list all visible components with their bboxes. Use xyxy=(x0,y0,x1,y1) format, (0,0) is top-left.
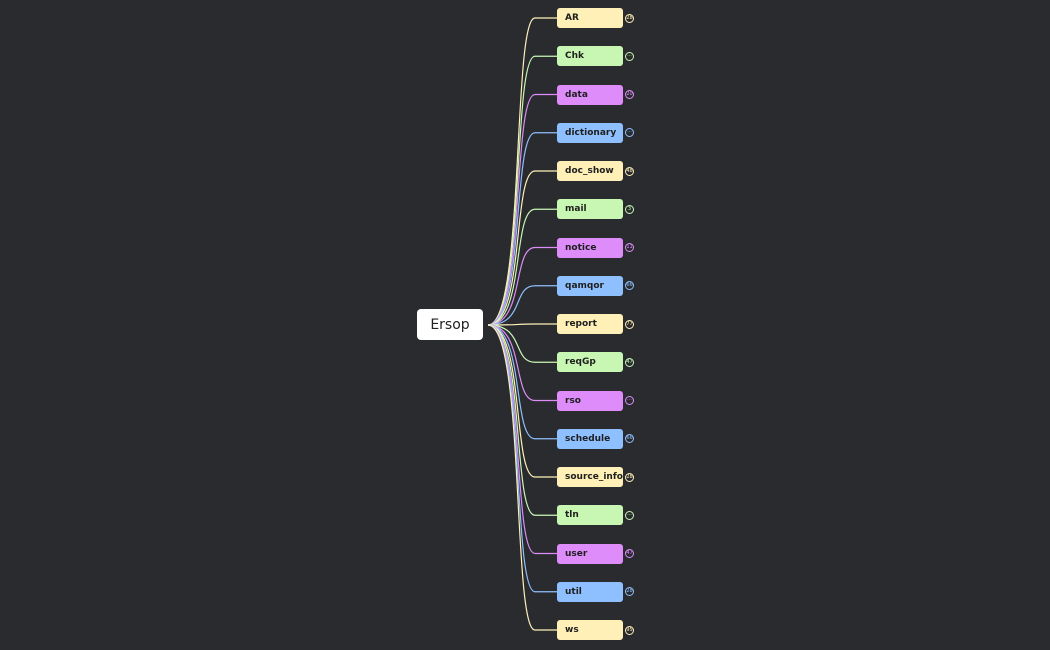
node-label: mail xyxy=(565,204,587,215)
node-label: schedule xyxy=(565,433,611,444)
link-ws xyxy=(487,324,557,631)
node-rso[interactable]: rso xyxy=(557,390,623,411)
node-Chk[interactable]: Chk xyxy=(557,46,623,67)
node-label: ws xyxy=(565,625,579,635)
node-doc_show[interactable]: doc_show xyxy=(557,161,623,181)
link-dictionary xyxy=(487,132,557,326)
child-count-badge[interactable]: 47 xyxy=(625,549,634,558)
child-count-badge[interactable]: 11 xyxy=(625,243,634,252)
link-schedule xyxy=(487,324,557,440)
child-count-badge[interactable]: ··· xyxy=(625,396,634,405)
link-mail xyxy=(487,208,557,326)
link-util xyxy=(487,324,557,593)
link-reqGp xyxy=(487,324,557,363)
child-count-badge[interactable]: 28 xyxy=(625,472,634,482)
node-label: reqGp xyxy=(565,357,596,368)
node-label: notice xyxy=(565,242,597,253)
node-mail[interactable]: mail xyxy=(557,199,623,220)
node-label: qamqor xyxy=(565,280,604,291)
child-count-badge[interactable]: 48 xyxy=(625,166,634,176)
child-count-badge[interactable]: 77 xyxy=(625,319,634,329)
node-util[interactable]: util xyxy=(557,581,623,602)
child-count-badge[interactable]: 28 xyxy=(625,587,634,597)
node-label: doc_show xyxy=(565,166,614,176)
link-report xyxy=(487,323,557,326)
node-schedule[interactable]: schedule xyxy=(557,428,623,449)
root-node[interactable]: Ersop xyxy=(417,309,483,340)
node-qamqor[interactable]: qamqor xyxy=(557,275,623,296)
node-label: data xyxy=(565,89,588,100)
node-label: rso xyxy=(565,395,581,406)
node-label: Chk xyxy=(565,51,584,62)
child-count-badge[interactable]: 95 xyxy=(625,625,634,635)
node-label: source_info xyxy=(565,472,623,482)
root-label: Ersop xyxy=(430,316,470,333)
node-label: tln xyxy=(565,510,579,521)
node-user[interactable]: user xyxy=(557,543,623,564)
node-label: dictionary xyxy=(565,127,617,138)
link-data xyxy=(487,93,557,326)
link-AR xyxy=(487,17,557,326)
child-count-badge[interactable]: ··· xyxy=(625,128,634,138)
child-count-badge[interactable]: 66 xyxy=(625,434,634,444)
link-user xyxy=(487,324,557,555)
link-Chk xyxy=(487,55,557,326)
node-notice[interactable]: notice xyxy=(557,237,623,258)
node-dictionary[interactable]: dictionary xyxy=(557,122,623,143)
link-rso xyxy=(487,324,557,402)
child-count-badge[interactable]: 20 xyxy=(625,90,634,99)
node-reqGp[interactable]: reqGp xyxy=(557,352,623,373)
node-label: AR xyxy=(565,13,579,23)
node-ws[interactable]: ws xyxy=(557,620,623,640)
link-qamqor xyxy=(487,285,557,326)
link-notice xyxy=(487,246,557,326)
node-label: user xyxy=(565,548,588,559)
node-report[interactable]: report xyxy=(557,314,623,334)
child-count-badge[interactable]: ··· xyxy=(625,510,634,520)
node-data[interactable]: data xyxy=(557,84,623,105)
child-count-badge[interactable]: ··· xyxy=(625,51,634,61)
node-label: util xyxy=(565,586,582,597)
link-tln xyxy=(487,324,557,516)
child-count-badge[interactable]: 28 xyxy=(625,13,634,23)
node-source_info[interactable]: source_info xyxy=(557,467,623,487)
child-count-badge[interactable]: 66 xyxy=(625,281,634,291)
node-AR[interactable]: AR xyxy=(557,8,623,28)
node-label: report xyxy=(565,319,597,329)
child-count-badge[interactable]: 3 xyxy=(625,204,634,214)
child-count-badge[interactable]: 47 xyxy=(625,357,634,367)
node-tln[interactable]: tln xyxy=(557,505,623,526)
link-doc_show xyxy=(487,170,557,326)
link-source_info xyxy=(487,324,557,478)
